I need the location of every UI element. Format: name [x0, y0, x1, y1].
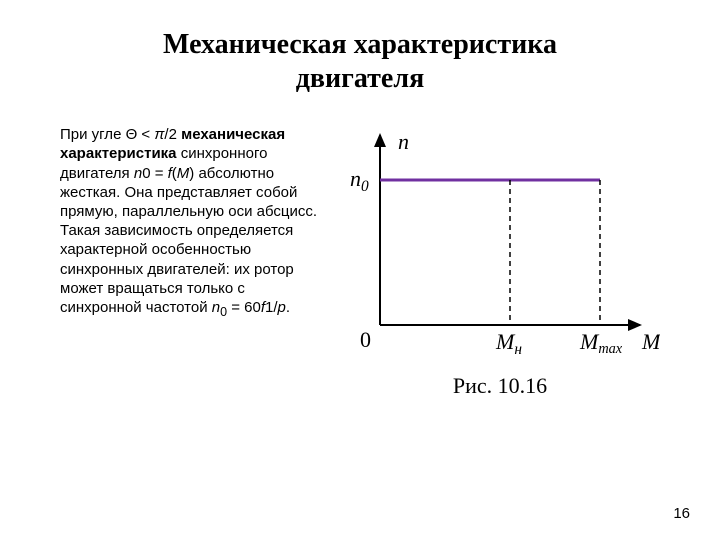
title-line2: двигателя	[0, 62, 720, 96]
slide-title: Механическая характеристика двигателя	[0, 0, 720, 95]
text-frag: /2	[164, 126, 181, 143]
var-M: М	[177, 165, 190, 182]
var-p: p	[278, 299, 286, 316]
figure-caption: Рис. 10.16	[340, 373, 660, 399]
var-n: n	[212, 299, 220, 316]
title-line1: Механическая характеристика	[0, 28, 720, 62]
svg-text:М: М	[641, 329, 660, 354]
svg-text:Мmax: Мmax	[579, 329, 623, 357]
page-number: 16	[673, 505, 690, 522]
pi-symbol: π	[154, 126, 164, 143]
var-n: n	[134, 165, 142, 182]
text-frag: При угле Θ <	[60, 126, 154, 143]
svg-text:Мн: Мн	[495, 329, 522, 358]
svg-text:n0: n0	[350, 166, 369, 195]
text-frag: 0 =	[142, 165, 167, 182]
text-frag: 1/	[265, 299, 278, 316]
graph-column: n n0 0 Мн Мmax М Рис. 10.16	[320, 125, 660, 399]
description-text: При угле Θ < π/2 механическая характерис…	[60, 125, 320, 399]
text-frag: = 60	[227, 299, 261, 316]
svg-text:0: 0	[360, 327, 371, 352]
text-frag: .	[286, 299, 290, 316]
content-area: При угле Θ < π/2 механическая характерис…	[0, 95, 720, 399]
svg-text:n: n	[398, 129, 409, 154]
mechanical-characteristic-chart: n n0 0 Мн Мmax М	[340, 125, 660, 365]
